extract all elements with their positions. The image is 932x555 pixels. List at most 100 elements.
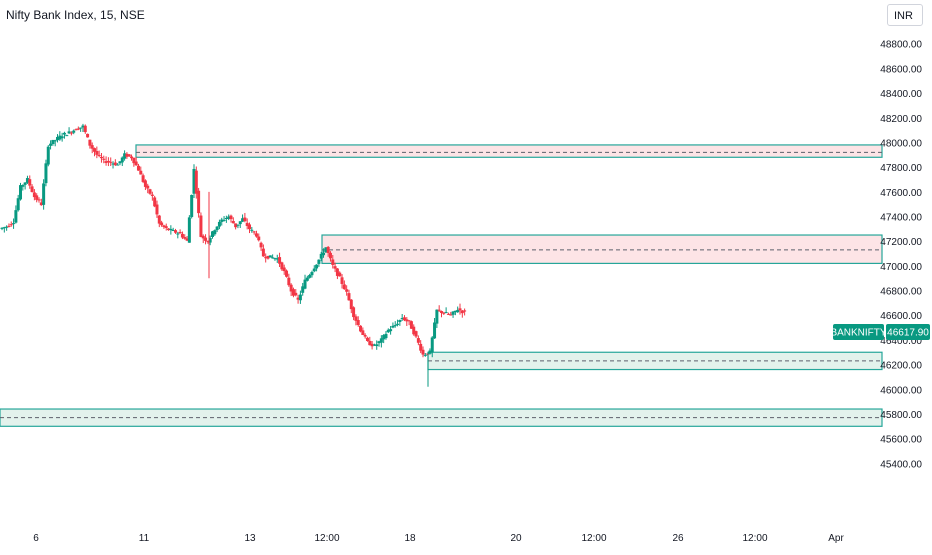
candle-body <box>169 228 173 231</box>
candle-body <box>289 284 293 292</box>
price-badge-value-bg <box>886 324 930 340</box>
x-tick-label: 13 <box>244 533 256 544</box>
candle-body <box>275 258 279 260</box>
candle-body <box>333 266 337 269</box>
candle-body <box>180 233 184 238</box>
candle-body <box>86 133 90 138</box>
candle-body <box>345 289 349 292</box>
candle-body <box>153 197 157 207</box>
candle-body <box>0 227 4 229</box>
candle-body <box>95 151 99 155</box>
candle-body <box>402 317 406 321</box>
candle-body <box>335 268 339 276</box>
candle-body <box>206 241 210 243</box>
y-tick-label: 48200.00 <box>880 114 922 125</box>
candle-body <box>328 252 332 259</box>
candle-body <box>208 237 212 243</box>
x-tick-label: 11 <box>139 533 150 544</box>
candle-body <box>409 321 413 329</box>
candle-body <box>315 264 319 269</box>
candle-body <box>428 350 432 354</box>
candle-body <box>259 242 263 248</box>
candle-body <box>352 307 356 318</box>
candle-body <box>285 270 289 277</box>
candle-body <box>396 323 400 325</box>
candle-body <box>291 289 295 296</box>
x-tick-label: 18 <box>404 533 416 544</box>
candle-body <box>130 156 134 159</box>
candle-body <box>301 286 305 293</box>
candle-body <box>148 189 152 194</box>
candle-body <box>456 309 460 313</box>
candle-body <box>21 185 25 187</box>
y-tick-label: 47200.00 <box>880 237 922 248</box>
candle-body <box>222 219 226 221</box>
candle-body <box>407 320 411 322</box>
candle-body <box>42 183 46 205</box>
candle-body <box>178 231 182 234</box>
candle-body <box>113 162 117 166</box>
candle-body <box>35 195 39 200</box>
candle-body <box>433 322 437 339</box>
candle-body <box>67 131 71 134</box>
candle-body <box>331 259 335 265</box>
candle-body <box>243 217 247 222</box>
candle-body <box>125 153 129 157</box>
candle-body <box>416 338 420 343</box>
candle-body <box>224 217 228 219</box>
candle-body <box>363 334 367 337</box>
currency-selector[interactable]: INR <box>887 4 923 26</box>
candle-body <box>90 145 94 149</box>
y-tick-label: 47000.00 <box>880 262 922 273</box>
candle-body <box>391 325 395 328</box>
candle-body <box>444 312 448 314</box>
candle-body <box>141 175 145 182</box>
candle-body <box>146 185 150 189</box>
candle-body <box>354 316 358 321</box>
candle-body <box>458 308 462 311</box>
zone-box <box>321 234 883 265</box>
x-tick-label: Apr <box>828 533 844 544</box>
price-badge: BANKNIFTY 46617.90 <box>830 324 930 340</box>
candle-body <box>190 194 194 217</box>
candle-body <box>72 130 76 133</box>
candle-body <box>273 258 277 260</box>
zone-box <box>135 144 883 158</box>
x-tick-label: 12:00 <box>742 533 767 544</box>
candle-body <box>287 277 291 286</box>
candle-body <box>439 311 443 313</box>
candle-body <box>23 182 27 185</box>
candle-body <box>435 309 439 324</box>
candle-body <box>120 157 124 163</box>
candle-body <box>377 341 381 344</box>
x-tick-label: 20 <box>510 533 522 544</box>
y-axis: 48800.00 48600.00 48400.00 48200.00 48000.00… <box>880 40 922 471</box>
candle-body <box>25 178 29 183</box>
candle-body <box>347 293 351 301</box>
candle-body <box>386 329 390 333</box>
candle-body <box>139 170 143 175</box>
candle-body <box>389 329 393 332</box>
candle-body <box>379 338 383 343</box>
y-tick-label: 48400.00 <box>880 89 922 100</box>
candle-body <box>446 313 450 315</box>
candle-body <box>56 136 60 141</box>
candle-body <box>303 279 307 289</box>
candle-body <box>164 226 168 228</box>
candle-body <box>463 310 467 312</box>
chart-title: Nifty Bank Index, 15, NSE <box>6 8 145 22</box>
y-tick-label: 48600.00 <box>880 64 922 75</box>
candle-body <box>382 335 386 340</box>
candle-body <box>58 135 62 140</box>
candle-body <box>282 267 286 272</box>
y-tick-label: 48800.00 <box>880 40 922 51</box>
candle-body <box>310 272 314 276</box>
candle-body <box>322 252 326 256</box>
candle-body <box>430 337 434 353</box>
candle-body <box>185 238 189 241</box>
candle-body <box>342 284 346 290</box>
candle-body <box>254 233 258 237</box>
candle-body <box>192 168 196 194</box>
